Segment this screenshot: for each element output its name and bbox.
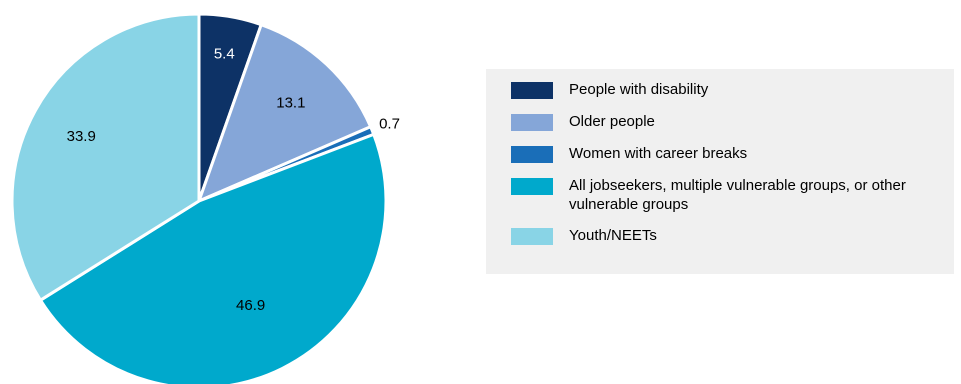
legend-label: All jobseekers, multiple vulnerable grou… bbox=[569, 177, 906, 213]
legend-item-older-people: Older people bbox=[486, 110, 954, 142]
legend-swatch bbox=[511, 228, 553, 245]
data-label-people-with-disability: 5.4 bbox=[214, 46, 235, 63]
pie-slice-youth-neets bbox=[10, 12, 201, 302]
data-label-older-people: 13.1 bbox=[276, 95, 305, 112]
legend-swatch bbox=[511, 146, 553, 163]
data-label-women-with-career-breaks: 0.7 bbox=[379, 115, 400, 132]
legend-label: Older people bbox=[569, 113, 655, 130]
legend-swatch bbox=[511, 178, 553, 195]
legend-label: Women with career breaks bbox=[569, 145, 748, 162]
legend-label: People with disability bbox=[569, 81, 709, 98]
pie-slice-older-people bbox=[197, 23, 373, 203]
legend-item-people-with-disability: People with disability bbox=[486, 78, 954, 110]
data-label-youth-neets: 33.9 bbox=[67, 128, 96, 145]
legend-swatch bbox=[511, 114, 553, 131]
legend-swatch bbox=[511, 82, 553, 99]
data-label-all-jobseekers-multiple-vulnerable-groups-or-other-vulnerable-groups: 46.9 bbox=[236, 297, 265, 314]
legend-item-women-with-career-breaks: Women with career breaks bbox=[486, 142, 954, 174]
legend: People with disability Older people Wome… bbox=[486, 69, 954, 274]
legend-item-youth-neets: Youth/NEETs bbox=[486, 224, 954, 256]
legend-label: Youth/NEETs bbox=[569, 227, 657, 244]
legend-item-all-jobseekers: All jobseekers, multiple vulnerable grou… bbox=[486, 174, 954, 224]
pie-slice-all-jobseekers-multiple-vulnerable-groups-or-other-vulnerable-groups bbox=[38, 132, 388, 384]
